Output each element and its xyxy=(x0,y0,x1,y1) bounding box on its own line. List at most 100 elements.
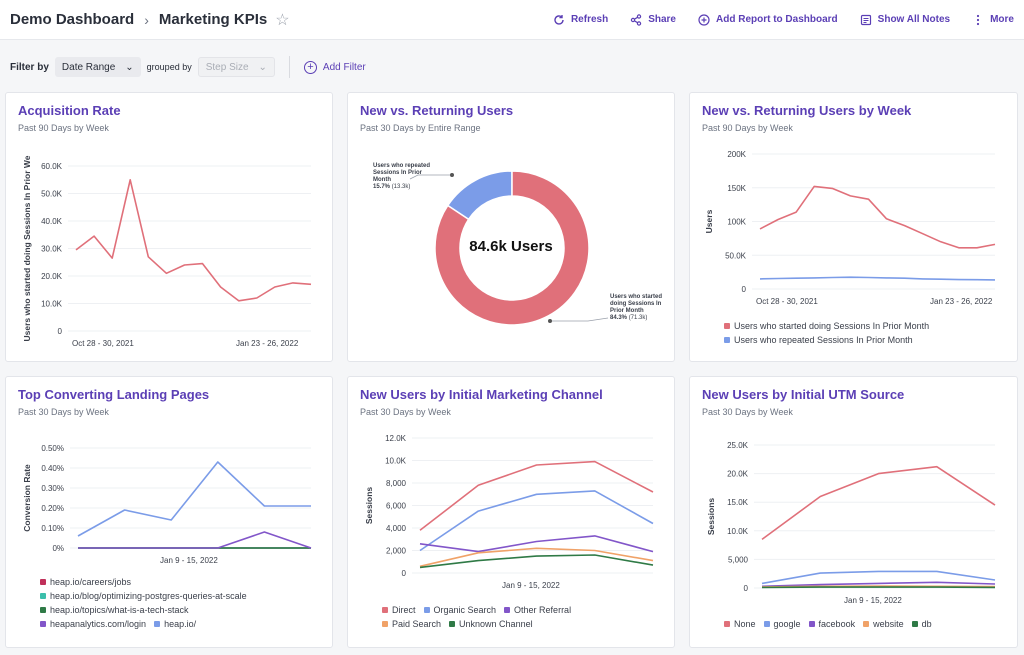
legend-item[interactable]: heapanalytics.com/login xyxy=(40,617,146,631)
series-line[interactable] xyxy=(419,460,654,531)
series-line[interactable] xyxy=(78,531,312,549)
y-tick-label: 12.0K xyxy=(385,434,407,443)
card-acquisition-rate[interactable]: Acquisition Rate Past 90 Days by Week 0 1… xyxy=(5,92,333,362)
filter-bar: Filter by Date Range ⌄ grouped by Step S… xyxy=(0,44,1024,90)
top-bar: Demo Dashboard › Marketing KPIs ☆ Refres… xyxy=(0,0,1024,40)
legend-item[interactable]: None xyxy=(724,617,756,631)
series-line[interactable] xyxy=(77,461,311,537)
x-tick-label: Oct 28 - 30, 2021 xyxy=(756,297,818,306)
date-range-select[interactable]: Date Range ⌄ xyxy=(54,57,141,77)
add-report-button[interactable]: Add Report to Dashboard xyxy=(698,13,838,26)
new-vs-returning-week-chart: 0 50.0K 100K 150K 200K Users Oct 28 - 30, 2021… xyxy=(704,150,996,306)
breadcrumb-dashboard[interactable]: Demo Dashboard xyxy=(10,11,135,28)
card-subtitle: Past 30 Days by Entire Range xyxy=(360,123,481,133)
legend-label: Other Referral xyxy=(514,605,572,615)
chart-legend: Users who started doing Sessions In Prio… xyxy=(724,319,937,347)
annotation-returning: Users who repeated Sessions In Prior Mon… xyxy=(373,163,441,191)
annotation-dot xyxy=(548,319,552,323)
pie-slice[interactable] xyxy=(434,170,590,326)
y-tick-label: 10.0K xyxy=(385,457,407,466)
y-tick-label: 20.0K xyxy=(727,470,749,479)
chart-legend: Direct Organic Search Other Referral Paid S… xyxy=(382,603,612,631)
add-filter-button[interactable]: + Add Filter xyxy=(303,60,366,74)
card-marketing-channel[interactable]: New Users by Initial Marketing Channel P… xyxy=(347,376,675,648)
legend-item[interactable]: Organic Search xyxy=(423,603,497,617)
card-title[interactable]: New vs. Returning Users xyxy=(360,103,514,118)
y-tick-label: 50.0K xyxy=(41,190,63,199)
card-new-vs-returning[interactable]: New vs. Returning Users Past 30 Days by … xyxy=(347,92,675,362)
y-tick-label: 6,000 xyxy=(386,502,407,511)
legend-item[interactable]: Direct xyxy=(382,603,416,617)
share-button[interactable]: Share xyxy=(630,13,676,26)
annotation-label: Users who repeated Sessions In Prior Mon… xyxy=(373,163,431,183)
legend-item[interactable]: website xyxy=(863,617,904,631)
legend-label: heap.io/careers/jobs xyxy=(50,577,132,587)
series-line[interactable] xyxy=(761,570,996,585)
series-line[interactable] xyxy=(759,276,996,281)
chart-legend: None google facebook website db xyxy=(724,617,1004,631)
share-icon xyxy=(631,13,642,26)
legend-item[interactable]: heap.io/careers/jobs xyxy=(40,575,247,589)
chart-legend: heap.io/careers/jobs heap.io/blog/optimiz… xyxy=(40,575,255,631)
legend-item[interactable]: heap.io/ xyxy=(154,617,196,631)
y-tick-label: 0.30% xyxy=(41,484,64,493)
card-title[interactable]: Acquisition Rate xyxy=(18,103,121,118)
legend-item[interactable]: facebook xyxy=(808,617,855,631)
y-tick-label: 50.0K xyxy=(725,251,747,260)
card-new-vs-returning-by-week[interactable]: New vs. Returning Users by Week Past 90 … xyxy=(689,92,1018,362)
legend-label: Paid Search xyxy=(392,619,442,629)
x-tick-label: Oct 28 - 30, 2021 xyxy=(72,339,134,348)
legend-item[interactable]: google xyxy=(763,617,801,631)
y-tick-label: 8,000 xyxy=(386,479,407,488)
legend-item[interactable]: Users who started doing Sessions In Prio… xyxy=(724,319,929,333)
y-axis-label: Users xyxy=(704,209,714,233)
series-line[interactable] xyxy=(419,547,654,568)
series-line[interactable] xyxy=(419,490,654,552)
y-tick-label: 0.50% xyxy=(41,444,64,453)
y-tick-label: 0 xyxy=(402,569,407,578)
y-tick-label: 0 xyxy=(744,584,749,593)
step-size-select[interactable]: Step Size ⌄ xyxy=(197,57,275,77)
legend-swatch xyxy=(504,607,511,613)
card-utm-source[interactable]: New Users by Initial UTM Source Past 30 … xyxy=(689,376,1018,648)
legend-item[interactable]: heap.io/topics/what-is-a-tech-stack xyxy=(40,603,247,617)
legend-item[interactable]: Other Referral xyxy=(504,603,571,617)
series-line[interactable] xyxy=(759,185,996,249)
card-subtitle: Past 30 Days by Week xyxy=(18,407,109,417)
legend-swatch xyxy=(40,607,46,613)
star-icon[interactable]: ☆ xyxy=(275,11,290,29)
chevron-right-icon: › xyxy=(144,11,149,28)
legend-swatch xyxy=(724,621,730,627)
legend-swatch xyxy=(724,337,730,343)
annotation-count: (71.3k) xyxy=(628,315,648,321)
legend-item[interactable]: db xyxy=(911,617,932,631)
series-line[interactable] xyxy=(75,179,312,302)
page-title: Marketing KPIs xyxy=(158,11,268,28)
more-button[interactable]: More xyxy=(972,14,1014,26)
legend-swatch xyxy=(449,621,456,627)
series-line[interactable] xyxy=(419,535,654,553)
series-line[interactable] xyxy=(419,554,654,569)
legend-swatch xyxy=(724,323,730,329)
refresh-button[interactable]: Refresh xyxy=(553,14,608,26)
legend-label: Organic Search xyxy=(433,605,497,615)
legend-label: heap.io/blog/optimizing-postgres-queries… xyxy=(50,591,247,601)
card-title[interactable]: New Users by Initial UTM Source xyxy=(702,387,905,402)
series-line[interactable] xyxy=(761,465,996,541)
legend-item[interactable]: Users who repeated Sessions In Prior Mon… xyxy=(724,333,929,347)
card-title[interactable]: New Users by Initial Marketing Channel xyxy=(360,387,603,402)
card-title[interactable]: Top Converting Landing Pages xyxy=(18,387,210,402)
y-axis-label: Sessions xyxy=(364,487,374,525)
x-tick-label: Jan 9 - 15, 2022 xyxy=(844,596,902,605)
card-top-converting-pages[interactable]: Top Converting Landing Pages Past 30 Day… xyxy=(5,376,333,648)
legend-swatch xyxy=(382,607,388,613)
y-tick-label: 0.10% xyxy=(41,524,64,533)
card-title[interactable]: New vs. Returning Users by Week xyxy=(702,103,912,118)
series-line[interactable] xyxy=(761,581,996,588)
y-tick-label: 25.0K xyxy=(727,441,749,450)
show-notes-button[interactable]: Show All Notes xyxy=(860,14,950,26)
legend-swatch xyxy=(863,621,870,627)
legend-item[interactable]: Paid Search xyxy=(382,617,441,631)
legend-item[interactable]: heap.io/blog/optimizing-postgres-queries… xyxy=(40,589,247,603)
legend-item[interactable]: Unknown Channel xyxy=(449,617,533,631)
